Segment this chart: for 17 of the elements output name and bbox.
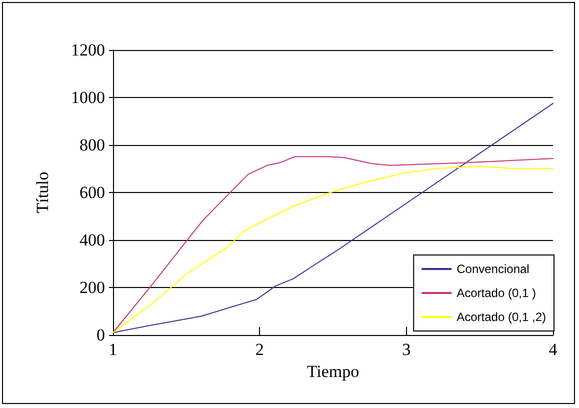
y-tick-label: 200 (80, 278, 105, 297)
y-tick-label: 400 (80, 230, 105, 250)
legend-label: Acortado (0,1 ) (456, 286, 536, 300)
y-tick-label: 1200 (71, 40, 105, 60)
legend-label: Convencional (456, 262, 530, 276)
x-axis-title: Tiempo (306, 362, 360, 381)
x-tick-label: 2 (255, 340, 264, 359)
y-axis-title: Título (33, 172, 52, 214)
legend-label: Acortado (0,1 ,2) (456, 310, 546, 324)
y-tick-label: 600 (80, 183, 105, 202)
y-tick-label: 0 (96, 326, 105, 344)
y-tick-label: 1000 (71, 88, 105, 107)
x-tick-label: 3 (402, 340, 411, 359)
line-series (112, 102, 554, 334)
x-tick-label: 4 (548, 340, 558, 359)
x-tick-label: 1 (108, 340, 118, 359)
y-tick-label: 800 (80, 136, 105, 154)
